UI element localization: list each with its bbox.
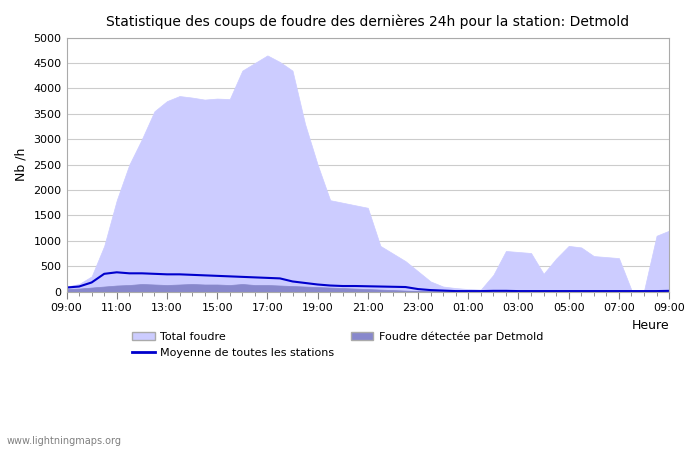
Text: www.lightningmaps.org: www.lightningmaps.org bbox=[7, 436, 122, 446]
Legend: Total foudre, Moyenne de toutes les stations, Foudre détectée par Detmold: Total foudre, Moyenne de toutes les stat… bbox=[128, 327, 547, 362]
X-axis label: Heure: Heure bbox=[631, 319, 669, 332]
Y-axis label: Nb /h: Nb /h bbox=[15, 148, 28, 181]
Title: Statistique des coups de foudre des dernières 24h pour la station: Detmold: Statistique des coups de foudre des dern… bbox=[106, 15, 629, 30]
